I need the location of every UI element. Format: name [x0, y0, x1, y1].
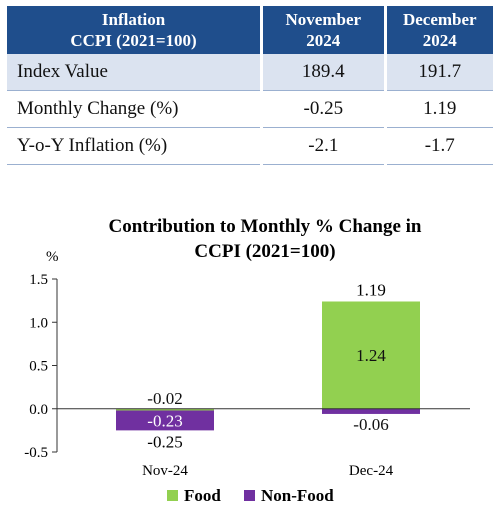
- x-category-label: Nov-24: [142, 463, 188, 479]
- bar-food-nov-24: [116, 408, 214, 411]
- y-tick-label: 1.5: [29, 272, 48, 288]
- y-tick-label: -0.5: [24, 445, 48, 461]
- header-december-line2: 2024: [422, 31, 457, 50]
- cell-dec: -1.7: [386, 128, 493, 165]
- inflation-table: Inflation CCPI (2021=100) November 2024 …: [4, 6, 496, 165]
- total-label: -0.25: [147, 432, 182, 451]
- row-label: Monthly Change (%): [7, 91, 261, 128]
- y-tick-label: 0.0: [29, 402, 48, 418]
- cell-nov: -0.25: [263, 91, 384, 128]
- contribution-chart: Contribution to Monthly % Change in CCPI…: [24, 216, 470, 505]
- legend-swatch-food: [167, 490, 178, 501]
- row-label: Y-o-Y Inflation (%): [7, 128, 261, 165]
- chart-title-line2: CCPI (2021=100): [194, 241, 335, 262]
- chart-title-line1: Contribution to Monthly % Change in: [108, 216, 421, 237]
- cell-nov: 189.4: [263, 54, 384, 91]
- cell-nov: -2.1: [263, 128, 384, 165]
- legend-swatch-non-food: [244, 490, 255, 501]
- data-label-non-food: -0.23: [147, 411, 182, 430]
- header-november: November 2024: [263, 6, 384, 54]
- table-row: Index Value 189.4 191.7: [7, 54, 493, 91]
- header-november-line1: November: [285, 10, 362, 29]
- plot-area: 1.5 1.0 0.5 0.0 -0.5 -0.02 -0.23 -0.25 Nov-24 1.2…: [24, 272, 470, 479]
- y-axis-label: %: [46, 249, 59, 265]
- y-tick-label: 0.5: [29, 359, 48, 375]
- table-row: Y-o-Y Inflation (%) -2.1 -1.7: [7, 128, 493, 165]
- total-label: 1.19: [356, 280, 386, 299]
- legend-label-non-food: Non-Food: [261, 486, 334, 505]
- header-november-line2: 2024: [306, 31, 341, 50]
- legend: Food Non-Food: [167, 486, 334, 505]
- cell-dec: 191.7: [386, 54, 493, 91]
- cell-dec: 1.19: [386, 91, 493, 128]
- row-label: Index Value: [7, 54, 261, 91]
- data-label-food: -0.02: [147, 389, 182, 408]
- table-header-row: Inflation CCPI (2021=100) November 2024 …: [7, 6, 493, 54]
- bar-non-food-dec-24: [322, 408, 420, 414]
- bar-non-food-nov-24: [116, 410, 214, 431]
- y-tick-label: 1.0: [29, 315, 48, 331]
- table-row: Monthly Change (%) -0.25 1.19: [7, 91, 493, 128]
- header-inflation-line1: Inflation: [101, 10, 166, 29]
- header-inflation: Inflation CCPI (2021=100): [7, 6, 261, 54]
- bar-food-dec-24: [322, 301, 420, 409]
- legend-label-food: Food: [184, 486, 221, 505]
- header-inflation-line2: CCPI (2021=100): [70, 31, 197, 50]
- header-december-line1: December: [402, 10, 477, 29]
- header-december: December 2024: [386, 6, 493, 54]
- data-label-non-food: -0.06: [353, 415, 388, 434]
- x-category-label: Dec-24: [349, 463, 394, 479]
- data-label-food: 1.24: [356, 346, 386, 365]
